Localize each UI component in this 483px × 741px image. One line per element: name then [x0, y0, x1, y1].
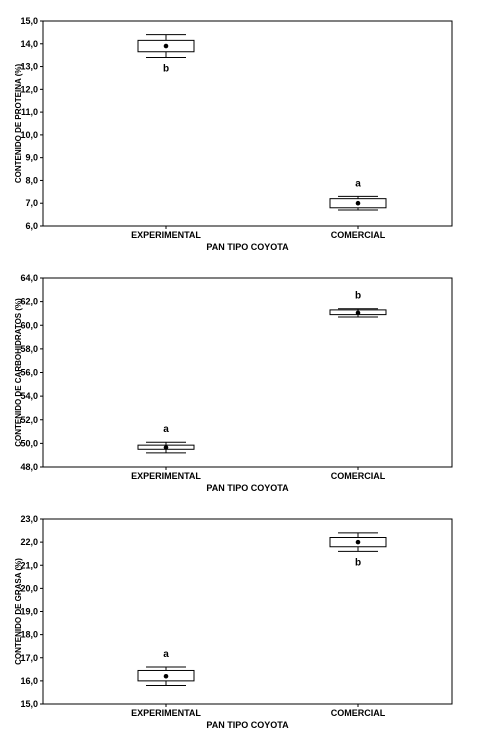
y-tick-label: 15,0: [20, 699, 38, 709]
y-tick-label: 13,0: [20, 62, 38, 72]
y-tick-label: 6,0: [25, 221, 38, 231]
mean-point: [355, 539, 361, 545]
y-tick-label: 54,0: [20, 391, 38, 401]
x-tick-label: COMERCIAL: [331, 230, 386, 240]
y-tick-label: 9,0: [25, 153, 38, 163]
chart-panel-3: 15,0 16,0 17,0 18,0 19,0 20,0 21,0 22,0 23,0 EXPE…: [14, 514, 453, 730]
y-tick-label: 21,0: [20, 560, 38, 570]
mean-point: [163, 43, 169, 49]
plot-frame: [42, 277, 453, 468]
y-axis-title: CONTENIDO DE GRASA (%): [14, 558, 23, 665]
mean-point: [163, 445, 169, 450]
box-experimental: b: [137, 34, 195, 74]
box-experimental: a: [137, 424, 195, 454]
mean-point: [163, 673, 169, 679]
significance-letter: b: [163, 63, 169, 74]
x-axis-title: PAN TIPO COYOTA: [206, 242, 289, 252]
y-tick-label: 20,0: [20, 583, 38, 593]
y-tick-label: 23,0: [20, 514, 38, 524]
box-comercial: b: [329, 532, 387, 568]
y-tick-label: 7,0: [25, 198, 38, 208]
y-tick-label: 22,0: [20, 537, 38, 547]
y-tick-label: 8,0: [25, 175, 38, 185]
x-axis-title: PAN TIPO COYOTA: [206, 720, 289, 730]
y-tick-label: 60,0: [20, 320, 38, 330]
y-tick-label: 19,0: [20, 607, 38, 617]
mean-point: [355, 200, 361, 206]
chart-panel-2: 48,0 50,0 52,0 54,0 56,0 58,0 60,0 62,0 64,0 EXPE…: [14, 273, 453, 493]
significance-letter: a: [355, 178, 361, 189]
significance-letter: a: [163, 649, 169, 660]
y-tick-label: 16,0: [20, 676, 38, 686]
y-tick-label: 18,0: [20, 630, 38, 640]
x-axis-title: PAN TIPO COYOTA: [206, 483, 289, 493]
plot-frame: [42, 518, 453, 705]
y-tick-label: 52,0: [20, 415, 38, 425]
significance-letter: b: [355, 291, 361, 302]
y-tick-label: 12,0: [20, 84, 38, 94]
box-experimental: a: [137, 649, 195, 686]
y-tick-label: 48,0: [20, 462, 38, 472]
x-tick-label: EXPERIMENTAL: [131, 230, 201, 240]
x-tick-label: COMERCIAL: [331, 708, 386, 718]
y-axis-title: CONTENIDO DE CARBOHIDRATOS (%): [14, 298, 23, 447]
y-tick-label: 15,0: [20, 16, 38, 26]
y-tick-label: 62,0: [20, 297, 38, 307]
box-comercial: b: [329, 291, 387, 318]
y-axis-title: CONTENIDO DE PROTEINA (%): [14, 64, 23, 184]
x-tick-label: EXPERIMENTAL: [131, 708, 201, 718]
y-tick-label: 50,0: [20, 438, 38, 448]
y-tick-label: 58,0: [20, 344, 38, 354]
y-tick-label: 10,0: [20, 130, 38, 140]
plot-frame: [42, 20, 453, 227]
y-tick-label: 17,0: [20, 653, 38, 663]
y-tick-label: 64,0: [20, 273, 38, 283]
y-tick-label: 14,0: [20, 39, 38, 49]
x-tick-label: EXPERIMENTAL: [131, 471, 201, 481]
mean-point: [355, 310, 361, 316]
significance-letter: a: [163, 424, 169, 435]
x-tick-label: COMERCIAL: [331, 471, 386, 481]
chart-panel-1: 6,0 7,0 8,0 9,0 10,0 11,0 12,0 13,0 14,0 15,0 EXPE…: [14, 16, 453, 252]
significance-letter: b: [355, 557, 361, 568]
y-tick-label: 56,0: [20, 368, 38, 378]
y-tick-label: 11,0: [21, 107, 38, 117]
box-comercial: a: [329, 178, 387, 211]
